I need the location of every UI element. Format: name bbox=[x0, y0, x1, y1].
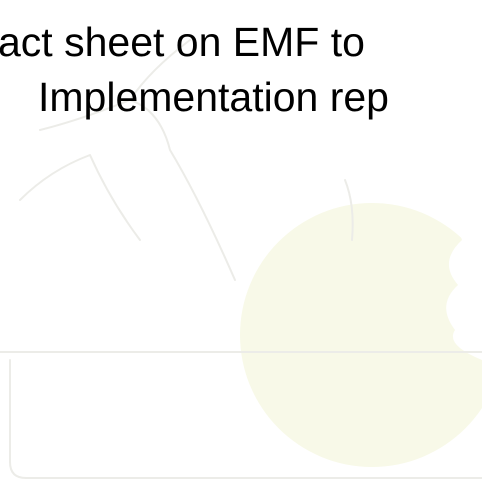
apple bbox=[240, 203, 482, 467]
title-line: Implementation rep bbox=[38, 74, 389, 120]
title-line: act sheet on EMF to bbox=[0, 19, 365, 65]
page: {"title": {"lines": ["act sheet on EMF t… bbox=[0, 0, 482, 484]
slide: act sheet on EMF to Implementation rep bbox=[0, 0, 482, 484]
